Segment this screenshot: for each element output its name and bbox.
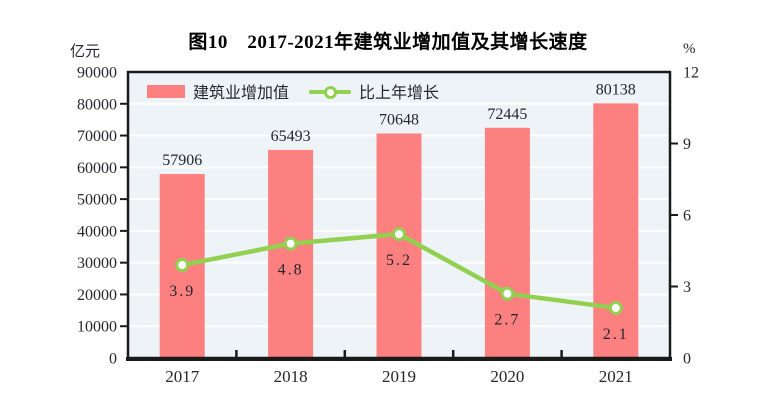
bar-value-label: 80138 [596, 81, 636, 98]
bar-value-label: 70648 [379, 111, 419, 128]
x-axis-category-label: 2020 [490, 367, 524, 386]
legend-bar-label: 建筑业增加值 [193, 85, 290, 102]
legend-item-bar-series: 建筑业增加值 [147, 79, 289, 103]
right-axis-tick-label: 6 [683, 208, 691, 225]
line-marker-2021 [608, 300, 623, 315]
line-marker-2018 [283, 236, 298, 251]
x-axis-category-label: 2021 [599, 367, 633, 386]
bar-value-label: 65493 [271, 128, 311, 145]
right-axis-unit-label: % [683, 41, 696, 57]
x-axis-category-label: 2017 [165, 367, 200, 386]
chart-legend: 建筑业增加值 比上年增长 [147, 79, 439, 103]
line-marker-2019 [392, 227, 406, 242]
line-value-label: 5.2 [386, 252, 412, 269]
x-axis-category-label: 2019 [382, 367, 416, 386]
left-axis-unit-label: 亿元 [70, 44, 101, 60]
line-value-label: 4.8 [278, 262, 304, 279]
bar-2021 [593, 103, 639, 359]
legend-line-label: 比上年增长 [359, 85, 440, 102]
right-axis-tick-label: 3 [683, 279, 691, 296]
right-axis-tick-label: 12 [683, 65, 699, 82]
bar-series-swatch-icon [147, 84, 185, 98]
line-marker-2017 [175, 258, 190, 273]
right-axis-tick-label: 0 [683, 351, 691, 368]
bar-value-label: 72445 [487, 106, 527, 123]
line-value-label: 2.7 [494, 312, 520, 329]
left-axis-tick-label: 0 [109, 351, 117, 368]
line-series-swatch-icon [309, 85, 352, 99]
left-axis-tick-label: 10000 [77, 319, 117, 336]
left-axis-tick-label: 40000 [77, 223, 117, 240]
line-value-label: 3.9 [169, 283, 195, 300]
bar-2019 [376, 133, 422, 358]
bar-2018 [268, 149, 314, 358]
left-axis-tick-label: 20000 [77, 287, 117, 304]
x-axis-category-label: 2018 [274, 367, 308, 386]
right-axis-tick-label: 9 [683, 136, 691, 153]
chart-title: 图10 2017-2021年建筑业增加值及其增长速度 [188, 32, 588, 53]
left-axis-tick-label: 30000 [77, 255, 117, 272]
bar-value-label: 57906 [162, 152, 202, 169]
left-axis-tick-label: 90000 [77, 65, 117, 82]
left-axis-tick-label: 60000 [77, 160, 117, 177]
left-axis-tick-label: 70000 [77, 128, 117, 145]
left-axis-tick-label: 50000 [77, 192, 117, 209]
line-marker-2020 [500, 286, 515, 301]
line-value-label: 2.1 [603, 326, 629, 343]
left-axis-tick-label: 80000 [77, 96, 117, 113]
legend-item-line-series: 比上年增长 [309, 79, 439, 103]
bar-2020 [484, 127, 530, 358]
